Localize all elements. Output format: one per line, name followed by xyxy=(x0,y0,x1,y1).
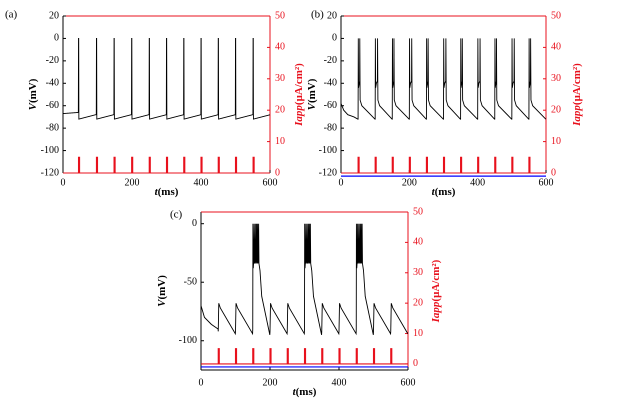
y-tick-label: 0 xyxy=(192,218,197,229)
y2-axis-title-unit: (μA/cm²) xyxy=(430,259,442,301)
x-tick-label: 200 xyxy=(125,177,140,188)
y2-tick-label: 30 xyxy=(413,267,423,278)
y-axis-title-symbol: V xyxy=(27,101,39,110)
current-pulse-trace xyxy=(201,348,408,365)
y-tick-label: -60 xyxy=(324,100,337,111)
y-tick-label: 0 xyxy=(54,33,59,44)
y-axis-title-symbol: V xyxy=(306,101,318,110)
current-pulse-trace xyxy=(63,156,270,174)
y-tick-label: -100 xyxy=(319,145,337,156)
y2-tick-label: 40 xyxy=(413,237,423,248)
panel-label: (c) xyxy=(170,209,183,221)
y-tick-label: -60 xyxy=(46,100,59,111)
y-tick-label: -50 xyxy=(184,277,197,288)
y-axis-title-symbol: V xyxy=(156,298,168,307)
x-axis-title: t(ms) xyxy=(293,386,317,398)
y-tick-label: -80 xyxy=(46,122,59,133)
voltage-trace xyxy=(62,37,271,120)
x-tick-label: 0 xyxy=(199,377,204,388)
x-axis-title: t(ms) xyxy=(432,186,456,198)
x-axis-title-unit: (ms) xyxy=(296,386,317,398)
x-tick-label: 400 xyxy=(332,377,347,388)
y2-tick-label: 20 xyxy=(413,297,423,308)
y2-tick-label: 10 xyxy=(275,136,285,147)
panel-label: (b) xyxy=(311,9,324,21)
y2-tick-label: 20 xyxy=(275,104,285,115)
y2-tick-label: 40 xyxy=(551,42,561,53)
y-axis-title-unit: (mV) xyxy=(156,275,168,300)
y2-tick-label: 50 xyxy=(551,10,561,21)
chart-panel-c: (c)0 200 400 600-100-50001020304050t(ms)V(m… xyxy=(156,206,442,397)
x-tick-label: 200 xyxy=(402,177,417,188)
x-axis-title-symbol: t xyxy=(432,186,436,198)
y2-axis-title-symbol: Iapp xyxy=(293,105,305,127)
x-axis-title-unit: (ms) xyxy=(435,186,456,198)
y2-axis-title-symbol: Iapp xyxy=(430,301,442,323)
y2-axis-title: Iapp(μA/cm²) xyxy=(571,63,583,127)
y-tick-label: -100 xyxy=(41,145,59,156)
voltage-trace xyxy=(340,38,547,120)
y2-tick-label: 50 xyxy=(275,10,285,21)
y-tick-label: 20 xyxy=(49,10,59,21)
y2-axis-title-unit: (μA/cm²) xyxy=(571,63,583,105)
y-axis-title-unit: (mV) xyxy=(27,78,39,103)
x-tick-label: 400 xyxy=(194,177,209,188)
x-axis-title-unit: (ms) xyxy=(158,186,179,198)
panel-label: (a) xyxy=(5,9,18,21)
x-tick-label: 400 xyxy=(470,177,485,188)
y-tick-label: 0 xyxy=(332,33,337,44)
y2-tick-label: 20 xyxy=(551,104,561,115)
y-tick-label: -20 xyxy=(324,55,337,66)
y-tick-label: -40 xyxy=(324,78,337,89)
voltage-trace xyxy=(200,223,409,336)
y2-tick-label: 0 xyxy=(551,167,556,178)
y-tick-label: -20 xyxy=(46,55,59,66)
current-pulse-trace xyxy=(341,156,546,174)
x-tick-label: 0 xyxy=(339,177,344,188)
y-axis-title: V(mV) xyxy=(27,78,39,110)
y2-tick-label: 30 xyxy=(551,73,561,84)
y-tick-label: -120 xyxy=(41,167,59,178)
y2-tick-label: 50 xyxy=(413,206,423,217)
x-axis-title: t(ms) xyxy=(155,186,179,198)
x-tick-label: 200 xyxy=(263,377,278,388)
chart-panel-a: (a)0 200 400 600-120-100-80-60-40-200200102… xyxy=(5,9,305,198)
y-axis-title: V(mV) xyxy=(306,78,318,110)
y-tick-label: -120 xyxy=(319,167,337,178)
x-tick-label: 600 xyxy=(539,177,554,188)
y2-axis-title: Iapp(μA/cm²) xyxy=(293,63,305,127)
y2-tick-label: 30 xyxy=(275,73,285,84)
y-tick-label: -100 xyxy=(179,335,197,346)
y-tick-label: -40 xyxy=(46,78,59,89)
y-tick-label: -80 xyxy=(324,122,337,133)
y2-axis-title: Iapp(μA/cm²) xyxy=(430,259,442,323)
x-tick-label: 600 xyxy=(263,177,278,188)
y2-tick-label: 0 xyxy=(413,358,418,369)
y2-axis-title-unit: (μA/cm²) xyxy=(293,63,305,105)
x-axis-title-symbol: t xyxy=(155,186,159,198)
x-axis-title-symbol: t xyxy=(293,386,297,398)
y2-tick-label: 40 xyxy=(275,42,285,53)
y-axis-title-unit: (mV) xyxy=(306,78,318,103)
y-axis-title: V(mV) xyxy=(156,275,168,307)
y2-tick-label: 0 xyxy=(275,167,280,178)
y2-axis-title-symbol: Iapp xyxy=(571,105,583,127)
chart-panel-b: (b)0 200 400 600-120-100-80-60-40-200200102… xyxy=(306,9,583,198)
y-tick-label: 20 xyxy=(327,10,337,21)
y2-tick-label: 10 xyxy=(413,328,423,339)
y2-tick-label: 10 xyxy=(551,136,561,147)
x-tick-label: 0 xyxy=(61,177,66,188)
x-tick-label: 600 xyxy=(401,377,416,388)
